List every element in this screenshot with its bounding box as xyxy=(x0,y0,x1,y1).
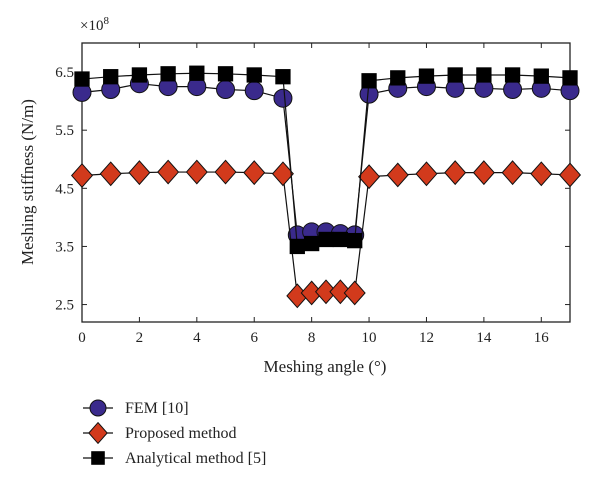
data-point-square xyxy=(504,67,521,83)
series-circle xyxy=(72,74,580,245)
data-point-diamond xyxy=(128,160,151,186)
data-point-diamond xyxy=(214,159,237,185)
data-point-diamond xyxy=(157,159,180,185)
data-point-square xyxy=(361,73,377,89)
series-line xyxy=(81,83,571,236)
y-tick-label: 5.5 xyxy=(55,123,74,139)
data-point-square xyxy=(418,68,435,84)
x-tick-label: 14 xyxy=(476,330,492,346)
data-point-square xyxy=(189,65,205,81)
y-tick-label: 4.5 xyxy=(55,181,74,197)
data-point-diamond xyxy=(329,279,352,305)
legend: FEM [10] Proposed method Analytical method… xyxy=(83,399,266,467)
data-point-diamond xyxy=(243,160,266,186)
data-point-diamond xyxy=(185,159,208,185)
y-tick-label: 3.5 xyxy=(55,239,74,255)
data-point-square xyxy=(103,69,119,85)
legend-label: FEM [10] xyxy=(125,400,189,417)
data-point-circle xyxy=(503,80,523,99)
data-point-circle xyxy=(89,399,107,417)
data-point-diamond xyxy=(444,160,467,186)
data-point-square xyxy=(246,67,262,83)
data-point-circle xyxy=(216,80,236,99)
y-tick-label: 2.5 xyxy=(55,298,74,314)
data-point-diamond xyxy=(558,162,582,188)
data-point-square xyxy=(217,66,234,82)
data-point-square xyxy=(390,70,406,86)
data-point-circle xyxy=(244,81,264,101)
data-point-diamond xyxy=(358,164,381,190)
data-point-square xyxy=(562,70,578,86)
series-square xyxy=(74,65,578,255)
y-multiplier: ×108 xyxy=(80,15,109,34)
x-tick-label: 16 xyxy=(534,330,550,346)
data-point-diamond xyxy=(501,160,524,186)
x-tick-label: 8 xyxy=(308,330,316,346)
x-tick-label: 10 xyxy=(362,330,377,346)
data-point-square xyxy=(533,68,549,84)
x-tick-label: 4 xyxy=(193,330,201,346)
data-point-square xyxy=(74,71,90,87)
data-point-square xyxy=(303,235,320,252)
y-tick-label: 6.5 xyxy=(55,65,74,81)
data-point-circle xyxy=(273,88,293,108)
x-tick-label: 2 xyxy=(136,330,144,346)
data-point-square xyxy=(91,451,105,465)
x-tick-label: 6 xyxy=(250,330,258,346)
series-diamond xyxy=(70,159,582,309)
data-point-diamond xyxy=(415,161,438,187)
data-point-diamond xyxy=(386,162,409,188)
data-point-square xyxy=(318,231,334,248)
series-line xyxy=(81,72,571,248)
data-point-square xyxy=(275,69,291,85)
legend-label: Proposed method xyxy=(125,425,237,442)
data-point-square xyxy=(347,232,363,249)
data-point-diamond xyxy=(530,161,553,187)
x-tick-label: 12 xyxy=(419,330,434,346)
x-axis-label: Meshing angle (°) xyxy=(264,357,387,376)
legend-label: Analytical method [5] xyxy=(125,450,266,467)
data-point-diamond xyxy=(472,160,495,186)
data-point-square xyxy=(160,66,176,82)
data-point-diamond xyxy=(99,161,122,187)
data-point-diamond xyxy=(70,163,94,188)
data-point-diamond xyxy=(343,280,366,306)
data-point-square xyxy=(447,67,463,83)
data-point-square xyxy=(476,67,492,83)
data-point-diamond xyxy=(271,161,294,187)
y-axis-label: Meshing stiffness (N/m) xyxy=(18,99,37,265)
x-tick-label: 0 xyxy=(78,330,86,346)
data-point-diamond xyxy=(88,421,108,445)
data-point-square xyxy=(332,231,349,248)
data-point-square xyxy=(289,238,305,255)
data-point-square xyxy=(131,67,148,83)
